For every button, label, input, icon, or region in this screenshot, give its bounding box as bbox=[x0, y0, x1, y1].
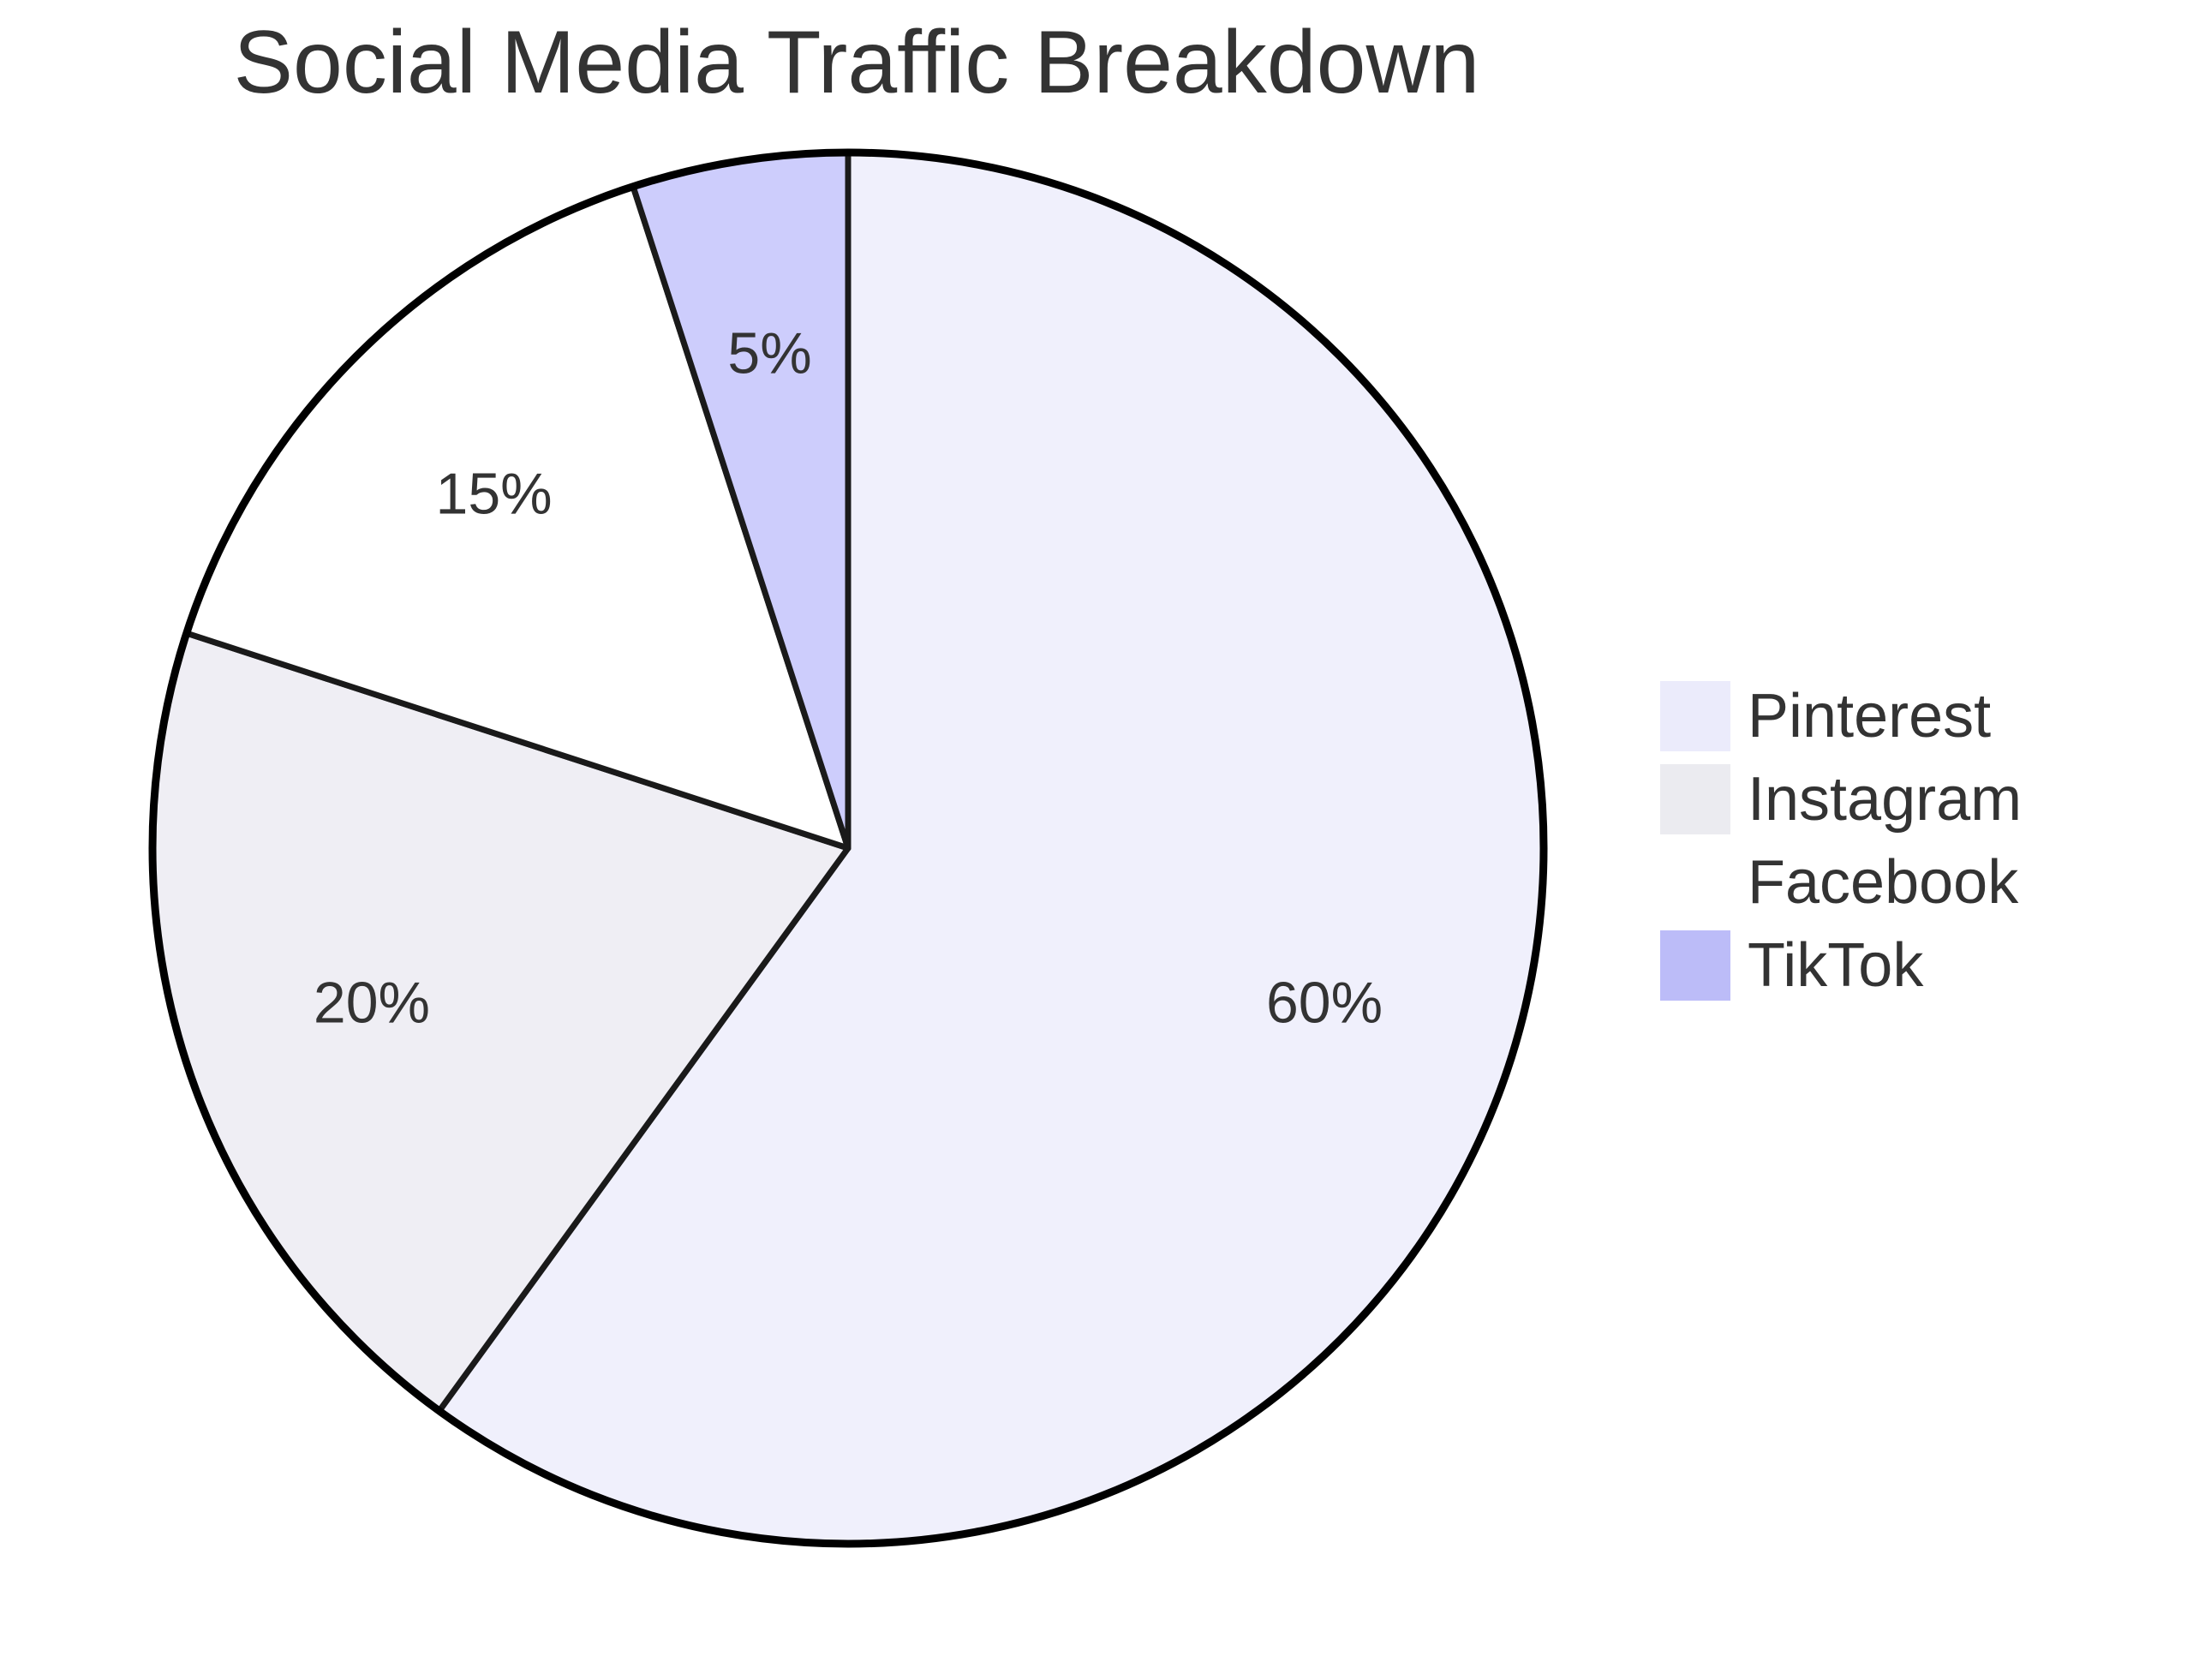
slice-label-pinterest: 60% bbox=[1266, 971, 1383, 1036]
pie-slice-labels: 60% 20% 15% 5% bbox=[314, 321, 1383, 1036]
pie-slices bbox=[149, 149, 1547, 1547]
slice-label-tiktok: 5% bbox=[727, 321, 811, 386]
legend-label-facebook: Facebook bbox=[1748, 848, 2019, 917]
legend: Pinterest Instagram Facebook TikTok bbox=[1660, 681, 2022, 1001]
legend-label-tiktok: TikTok bbox=[1748, 931, 1924, 1000]
slice-label-facebook: 15% bbox=[436, 462, 553, 527]
chart-title: Social Media Traffic Breakdown bbox=[234, 13, 1480, 112]
slice-label-instagram: 20% bbox=[314, 971, 430, 1036]
pie-outline bbox=[148, 148, 1548, 1548]
legend-swatch-tiktok bbox=[1660, 930, 1730, 1001]
legend-swatch-facebook bbox=[1660, 847, 1730, 918]
legend-swatch-instagram bbox=[1660, 764, 1730, 834]
legend-label-instagram: Instagram bbox=[1748, 765, 2022, 834]
legend-label-pinterest: Pinterest bbox=[1748, 682, 1991, 750]
legend-swatch-pinterest bbox=[1660, 681, 1730, 751]
